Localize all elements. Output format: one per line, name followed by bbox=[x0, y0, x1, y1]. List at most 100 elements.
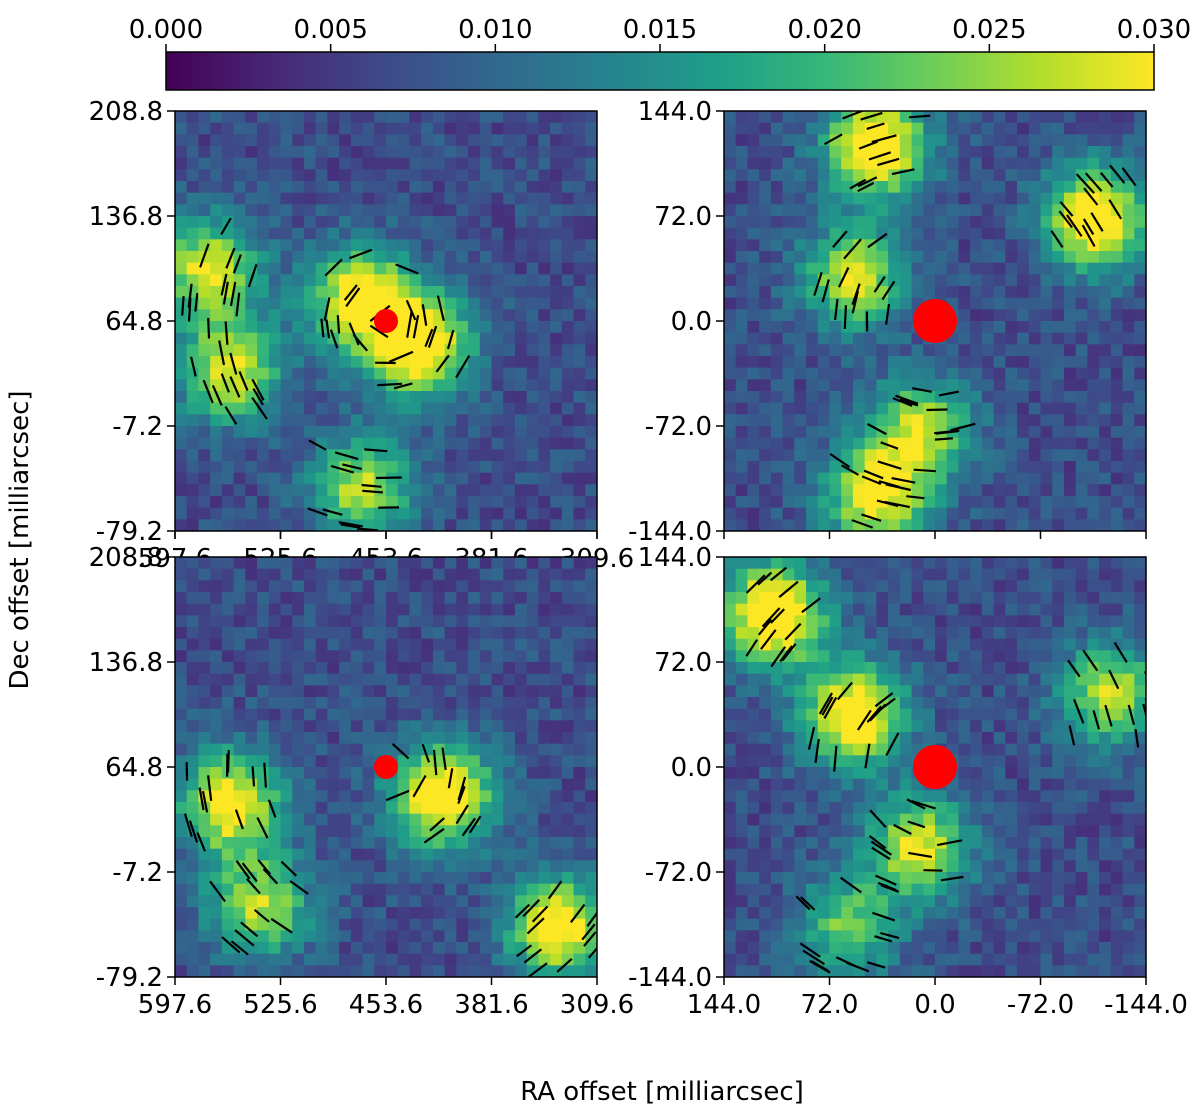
heatmap-cell bbox=[946, 472, 960, 485]
heatmap-cell bbox=[1040, 251, 1053, 264]
heatmap-cell bbox=[759, 755, 772, 768]
heatmap-cell bbox=[491, 356, 504, 369]
heatmap-cell bbox=[479, 650, 493, 663]
heatmap-cell bbox=[806, 414, 819, 427]
heatmap-cell bbox=[585, 568, 597, 581]
heatmap-cell bbox=[233, 286, 246, 299]
heatmap-cell bbox=[735, 685, 749, 698]
heatmap-cell bbox=[981, 615, 995, 628]
heatmap-cell bbox=[585, 557, 597, 570]
heatmap-cell bbox=[1028, 638, 1042, 651]
heatmap-cell bbox=[175, 930, 188, 943]
heatmap-cell bbox=[782, 778, 795, 791]
heatmap-cell bbox=[735, 379, 749, 392]
heatmap-cell bbox=[210, 356, 223, 369]
heatmap-cell bbox=[829, 402, 842, 415]
heatmap-cell bbox=[782, 402, 795, 415]
heatmap-cell bbox=[292, 274, 305, 287]
heatmap-cell bbox=[993, 449, 1006, 462]
heatmap-cell bbox=[1005, 638, 1018, 651]
heatmap-cell bbox=[1040, 146, 1053, 159]
heatmap-cell bbox=[198, 732, 211, 745]
heatmap-cell bbox=[292, 461, 305, 474]
heatmap-cell bbox=[374, 239, 387, 252]
heatmap-cell bbox=[876, 662, 889, 675]
heatmap-cell bbox=[280, 685, 293, 698]
heatmap-cell bbox=[245, 157, 258, 170]
heatmap-cell bbox=[362, 157, 375, 170]
heatmap-cell bbox=[735, 192, 749, 205]
heatmap-cell bbox=[386, 414, 399, 427]
heatmap-cell bbox=[794, 662, 807, 675]
heatmap-cell bbox=[1087, 580, 1100, 593]
heatmap-cell bbox=[538, 496, 551, 509]
heatmap-cell bbox=[841, 580, 854, 593]
polarization-vector bbox=[232, 254, 242, 274]
heatmap-cell bbox=[970, 603, 983, 616]
heatmap-cell bbox=[770, 627, 784, 640]
heatmap-cell bbox=[841, 697, 854, 710]
heatmap-cell bbox=[1040, 204, 1053, 217]
heatmap-cell bbox=[1028, 239, 1042, 252]
heatmap-cell bbox=[958, 778, 971, 791]
y-tick-label: 136.8 bbox=[89, 648, 163, 678]
heatmap-cell bbox=[1099, 157, 1112, 170]
heatmap-cell bbox=[468, 907, 481, 920]
heatmap-cell bbox=[268, 181, 282, 194]
heatmap-cell bbox=[432, 262, 446, 275]
heatmap-cell bbox=[479, 367, 493, 380]
heatmap-cell bbox=[503, 580, 516, 593]
heatmap-cell bbox=[1040, 262, 1053, 275]
heatmap-cell bbox=[257, 367, 270, 380]
heatmap-cell bbox=[1134, 227, 1146, 240]
heatmap-cell bbox=[935, 507, 948, 520]
heatmap-cell bbox=[935, 697, 948, 710]
heatmap-cell bbox=[1005, 720, 1018, 733]
heatmap-cell bbox=[409, 157, 422, 170]
heatmap-cell bbox=[911, 484, 924, 497]
heatmap-cell bbox=[233, 755, 246, 768]
heatmap-cell bbox=[409, 216, 422, 229]
heatmap-cell bbox=[1122, 367, 1135, 380]
heatmap-cell bbox=[491, 627, 504, 640]
heatmap-cell bbox=[1075, 134, 1088, 147]
heatmap-cell bbox=[841, 251, 854, 264]
heatmap-cell bbox=[1040, 122, 1053, 135]
heatmap-cell bbox=[303, 484, 317, 497]
heatmap-cell bbox=[432, 685, 446, 698]
heatmap-cell bbox=[1099, 111, 1112, 124]
heatmap-cell bbox=[829, 227, 842, 240]
heatmap-cell bbox=[221, 603, 235, 616]
heatmap-cell bbox=[1122, 615, 1135, 628]
heatmap-cell bbox=[1122, 227, 1135, 240]
heatmap-cell bbox=[550, 813, 563, 826]
heatmap-cell bbox=[468, 942, 481, 955]
heatmap-cell bbox=[1110, 321, 1124, 334]
heatmap-cell bbox=[561, 239, 575, 252]
heatmap-cell bbox=[1040, 309, 1053, 322]
heatmap-cell bbox=[210, 461, 223, 474]
heatmap-cell bbox=[981, 321, 995, 334]
heatmap-cell bbox=[456, 239, 469, 252]
heatmap-cell bbox=[1040, 437, 1053, 450]
heatmap-cell bbox=[233, 134, 246, 147]
heatmap-cell bbox=[327, 426, 340, 439]
heatmap-cell bbox=[210, 837, 223, 850]
heatmap-cell bbox=[362, 918, 375, 931]
heatmap-cell bbox=[782, 720, 795, 733]
heatmap-cell bbox=[806, 402, 819, 415]
heatmap-cell bbox=[327, 181, 340, 194]
heatmap-cell bbox=[935, 169, 948, 182]
heatmap-cell bbox=[981, 720, 995, 733]
heatmap-cell bbox=[468, 802, 481, 815]
heatmap-cell bbox=[221, 802, 235, 815]
heatmap-cell bbox=[1063, 557, 1077, 570]
heatmap-cell bbox=[935, 379, 948, 392]
heatmap-cell bbox=[221, 519, 235, 531]
heatmap-cell bbox=[233, 192, 246, 205]
heatmap-cell bbox=[245, 627, 258, 640]
heatmap-cell bbox=[1099, 685, 1112, 698]
heatmap-cell bbox=[1110, 568, 1124, 581]
heatmap-cell bbox=[362, 650, 375, 663]
heatmap-cell bbox=[817, 650, 831, 663]
